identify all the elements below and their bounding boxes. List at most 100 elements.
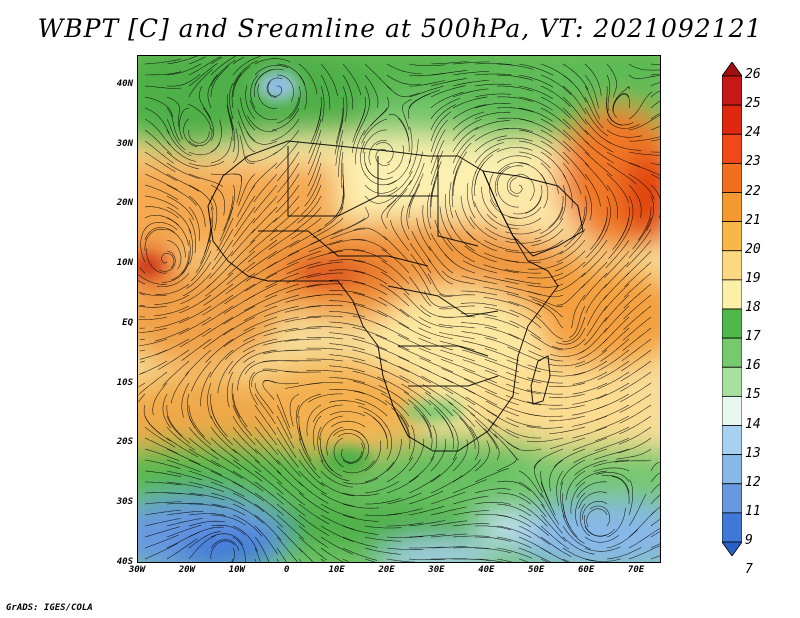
streamline	[353, 292, 388, 307]
streamline	[328, 249, 366, 253]
streamline	[199, 85, 212, 120]
streamline	[243, 316, 278, 332]
streamline	[606, 151, 641, 167]
streamline	[606, 173, 629, 203]
streamline	[483, 264, 520, 274]
streamline	[144, 459, 181, 469]
streamline	[210, 540, 235, 560]
streamline	[254, 65, 289, 76]
streamline	[263, 380, 300, 385]
streamline	[232, 60, 258, 87]
streamline	[298, 426, 312, 462]
streamline	[650, 126, 660, 131]
streamline	[188, 415, 212, 445]
streamline	[474, 525, 512, 531]
streamline	[513, 195, 542, 215]
streamline	[562, 173, 573, 209]
streamline	[276, 525, 303, 553]
streamline	[188, 56, 206, 65]
streamline	[450, 224, 476, 252]
streamline	[628, 479, 633, 516]
colorbar-label: 12	[745, 474, 761, 490]
streamline	[306, 315, 344, 318]
streamline	[548, 404, 586, 410]
streamline	[254, 558, 256, 562]
streamline	[461, 322, 498, 329]
streamline	[335, 107, 344, 144]
streamline	[276, 481, 306, 506]
streamline	[166, 404, 183, 437]
streamline	[320, 547, 344, 562]
streamline	[496, 503, 531, 517]
streamline	[598, 349, 630, 371]
streamline	[354, 430, 369, 461]
streamline	[298, 481, 329, 504]
streamline	[306, 358, 344, 362]
streamline	[339, 96, 345, 133]
streamline	[166, 415, 191, 444]
streamline	[144, 184, 179, 201]
streamline	[232, 503, 264, 524]
streamline	[627, 195, 634, 232]
streamline	[422, 384, 454, 406]
streamline	[166, 162, 200, 180]
streamline	[448, 401, 476, 428]
colorbar-label: 22	[745, 183, 761, 199]
streamline	[354, 227, 388, 241]
streamline	[254, 69, 273, 98]
streamline	[324, 195, 344, 226]
streamline	[231, 558, 234, 562]
streamline	[342, 477, 379, 485]
streamline	[535, 315, 564, 340]
streamline	[298, 492, 330, 514]
streamline	[474, 148, 500, 175]
streamline	[276, 404, 293, 439]
streamline	[474, 135, 507, 153]
streamline	[342, 74, 354, 110]
streamline	[296, 404, 302, 441]
streamline	[430, 91, 464, 109]
streamline	[452, 134, 476, 164]
streamline	[353, 260, 388, 274]
streamline	[309, 228, 344, 245]
streamline	[210, 524, 245, 536]
streamline	[286, 261, 322, 274]
streamline	[440, 349, 476, 362]
streamline	[188, 404, 205, 438]
streamline	[474, 120, 510, 131]
streamline	[506, 441, 542, 452]
lon-tick-label: 30W	[128, 565, 146, 575]
streamline	[506, 293, 542, 307]
streamline	[254, 393, 276, 425]
streamline	[210, 404, 228, 437]
streamline	[202, 305, 234, 326]
streamline	[534, 217, 564, 240]
streamline	[460, 290, 498, 296]
streamline	[138, 280, 146, 285]
streamline	[584, 63, 602, 96]
streamline	[308, 393, 344, 403]
streamline	[628, 228, 652, 259]
streamline	[650, 472, 660, 483]
streamline	[507, 174, 520, 197]
footer-credit: GrADS: IGES/COLA	[6, 603, 93, 613]
streamline	[589, 217, 608, 250]
colorbar-label: 19	[745, 270, 761, 286]
streamline	[408, 139, 419, 175]
streamline	[540, 536, 572, 557]
streamline	[187, 103, 212, 131]
streamline	[162, 360, 190, 387]
streamline	[430, 104, 456, 131]
streamline	[342, 492, 380, 496]
streamline	[623, 272, 652, 298]
streamline	[430, 546, 468, 549]
streamline	[226, 94, 234, 131]
streamline	[608, 228, 630, 259]
streamline	[596, 371, 630, 390]
streamline	[166, 107, 181, 142]
streamline	[496, 155, 532, 164]
streamline	[179, 107, 190, 140]
streamline	[556, 283, 586, 306]
streamline	[401, 383, 432, 406]
streamline	[206, 261, 234, 288]
